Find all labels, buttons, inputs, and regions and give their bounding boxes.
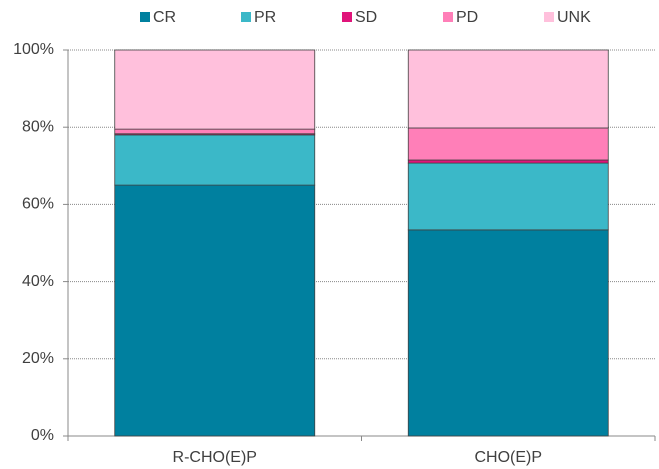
bar-segment: [114, 134, 316, 186]
legend-label: CR: [153, 9, 176, 26]
bar-segment: [114, 184, 316, 437]
y-tick-label: 20%: [22, 350, 54, 367]
legend-swatch: [443, 12, 453, 22]
y-tick-label: 60%: [22, 196, 54, 213]
bar-segment: [114, 49, 316, 130]
legend-swatch: [544, 12, 554, 22]
legend-label: UNK: [557, 9, 591, 26]
bar-segment: [114, 128, 316, 135]
legend-label: PD: [456, 9, 478, 26]
y-tick-label: 100%: [13, 41, 54, 58]
bar-segment: [407, 49, 609, 129]
bar-segment: [407, 229, 609, 437]
y-tick-label: 40%: [22, 273, 54, 290]
y-tick-label: 0%: [31, 427, 54, 444]
legend-swatch: [342, 12, 352, 22]
y-tick-label: 80%: [22, 118, 54, 135]
legend-label: PR: [254, 9, 276, 26]
x-tick-label: CHO(E)P: [474, 449, 542, 466]
legend-swatch: [140, 12, 150, 22]
x-tick-label: R-CHO(E)P: [173, 449, 257, 466]
bar-segment: [407, 159, 609, 164]
bar-segment: [407, 162, 609, 231]
bar-segment: [407, 127, 609, 161]
legend-label: SD: [355, 9, 377, 26]
legend-swatch: [241, 12, 251, 22]
